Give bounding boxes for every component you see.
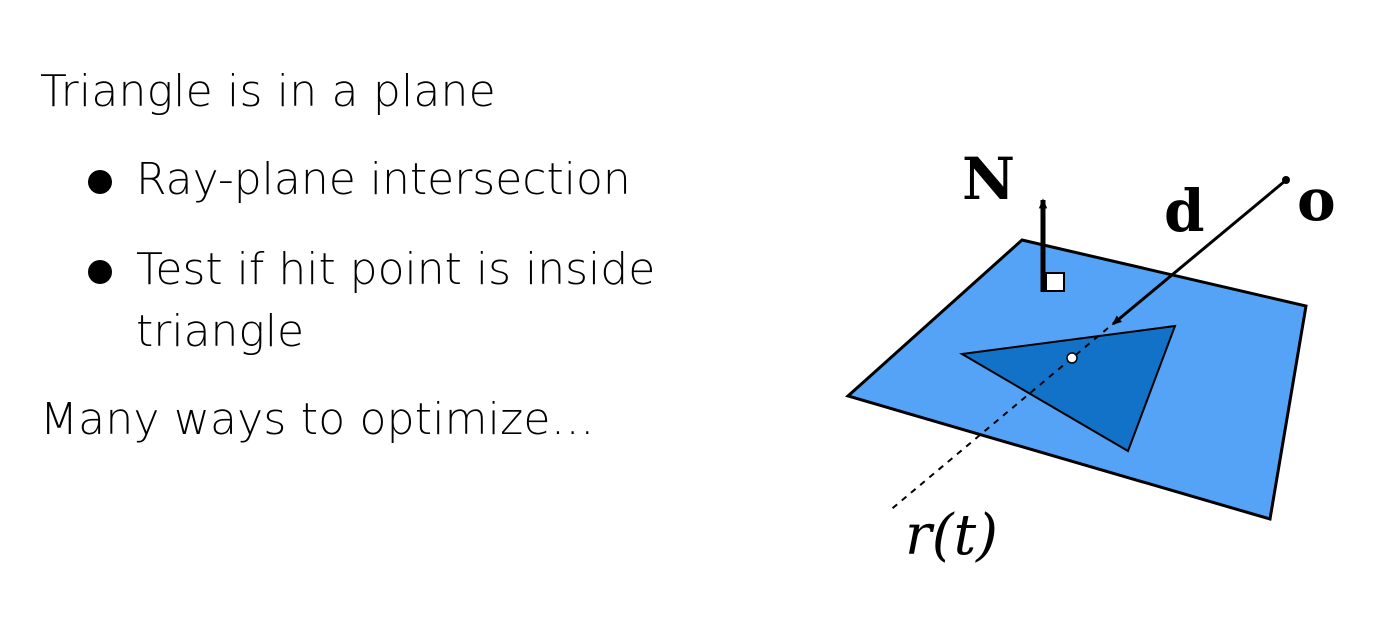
ray-hit-dashed	[1071, 327, 1109, 359]
triangle-shape	[958, 324, 1177, 453]
normal-label: N	[962, 145, 1015, 213]
right-angle-marker	[1045, 272, 1065, 292]
origin-point	[1282, 176, 1290, 184]
bullet-dot	[88, 170, 112, 194]
ray-label: r(t)	[905, 503, 998, 568]
origin-label: o	[1297, 166, 1336, 234]
bullet-text: Test if hit point is inside	[136, 244, 656, 295]
direction-label: d	[1164, 177, 1205, 245]
ray-direction-arrow	[1111, 179, 1286, 326]
text-line-many-ways: Many ways to optimize…	[40, 394, 595, 445]
bullet-dot	[88, 260, 112, 284]
text-line-triangle-in-plane: Triangle is in a plane	[40, 66, 496, 117]
hit-point	[1066, 352, 1078, 364]
bullet-text-continued: triangle	[136, 306, 305, 357]
ray-extension-dashed	[887, 357, 1073, 513]
bullet-text: Ray-plane intersection	[136, 154, 631, 205]
